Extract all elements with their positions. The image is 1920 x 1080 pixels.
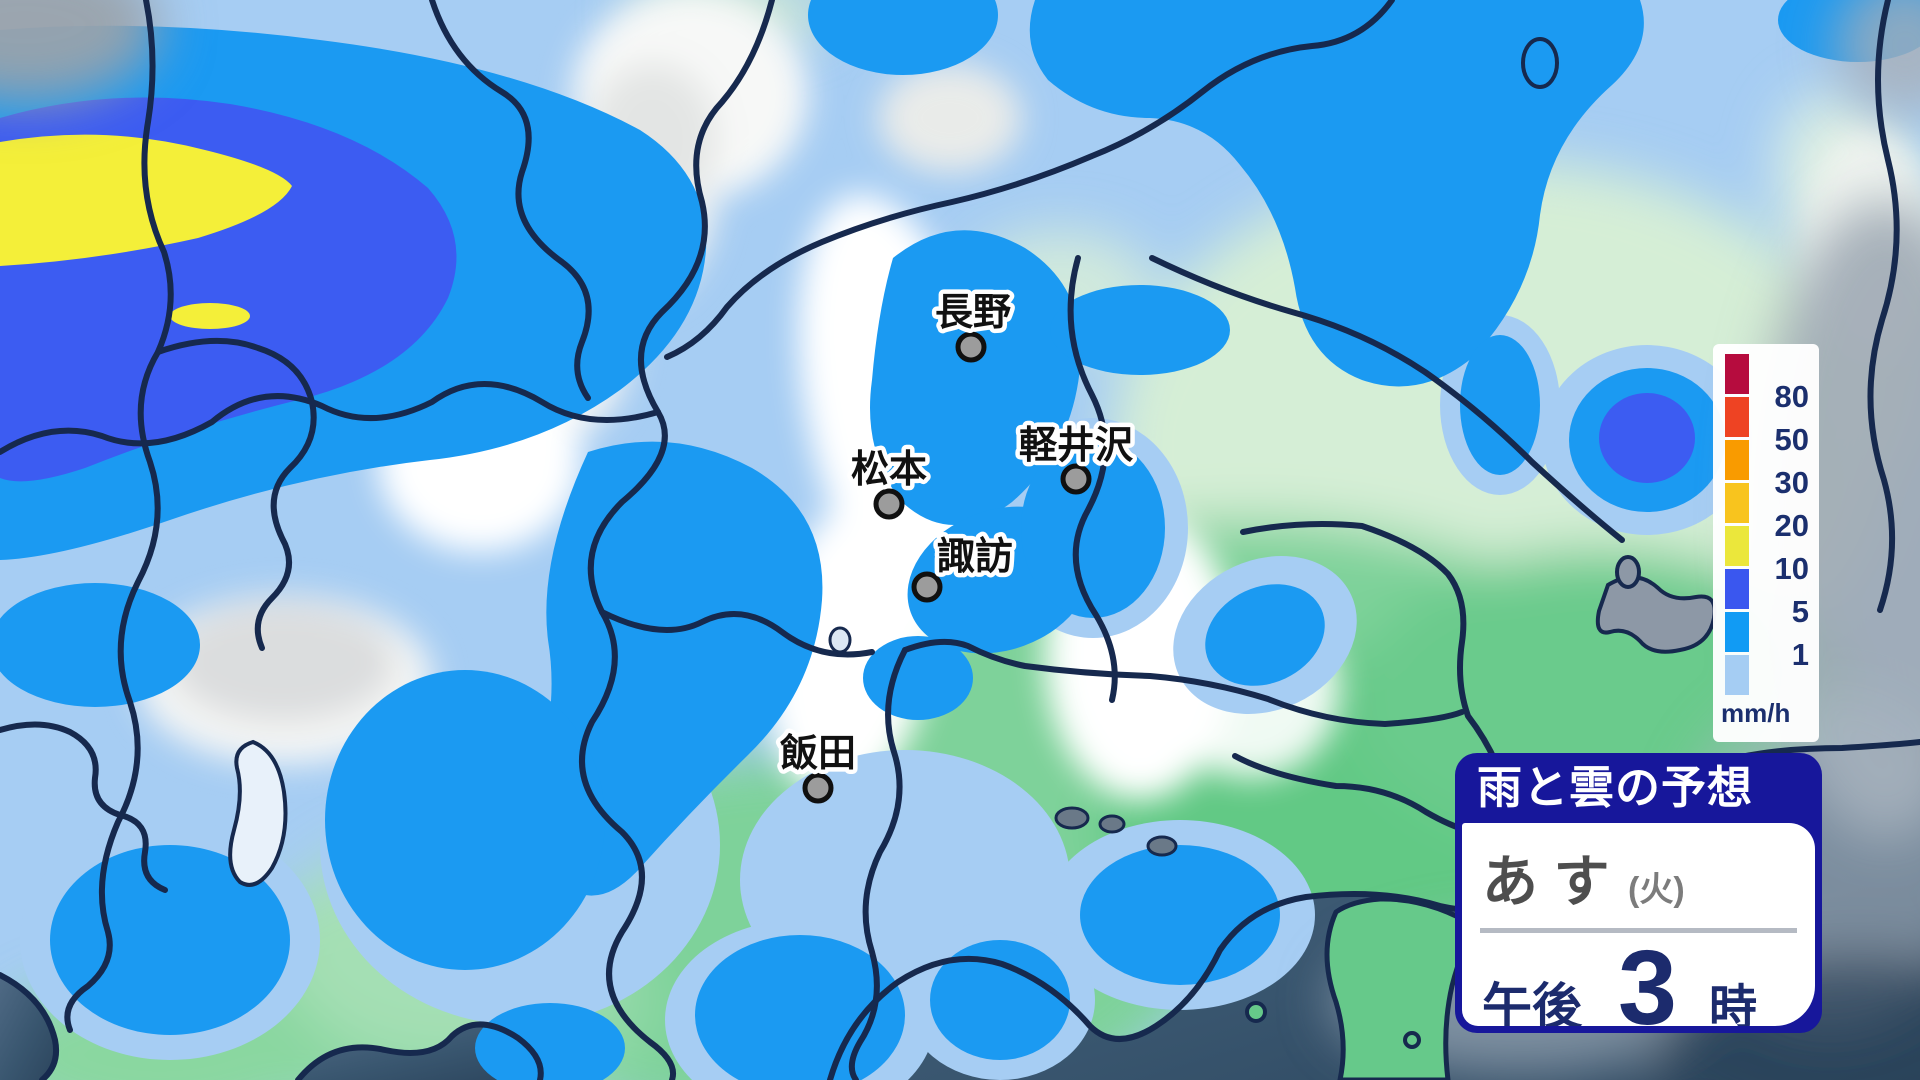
city-karuizawa: 軽井沢 <box>1014 421 1138 495</box>
precipitation-legend: 80 50 30 20 10 5 1 mm/h <box>1713 344 1819 742</box>
legend-threshold: 20 <box>1774 508 1809 543</box>
forecast-day: あ す <box>1482 850 1610 913</box>
lake-nojiri <box>1521 37 1559 89</box>
legend-swatch-1-5 <box>1725 612 1749 652</box>
city-label: 長野 <box>935 292 1011 334</box>
city-marker <box>955 331 987 363</box>
legend-threshold: 5 <box>1791 594 1809 629</box>
forecast-time-row: 午後 3 時 <box>1482 935 1815 1026</box>
city-marker <box>1060 463 1092 495</box>
legend-swatch-30-50 <box>1725 440 1749 480</box>
city-iida: 飯田 <box>775 729 861 804</box>
legend-threshold: 10 <box>1774 551 1809 586</box>
legend-threshold: 50 <box>1774 422 1809 457</box>
city-nagano: 長野 <box>930 288 1016 363</box>
panel-title: 雨と雲の予想 <box>1477 762 1754 813</box>
lake-gray <box>1595 575 1717 654</box>
lake-arm <box>1615 555 1641 589</box>
panel-divider <box>1480 928 1797 933</box>
fuji-lake-1 <box>1054 806 1090 830</box>
city-label: 軽井沢 <box>1019 425 1133 467</box>
lake-suwa <box>828 626 852 654</box>
forecast-hour: 3 <box>1618 929 1677 1026</box>
forecast-day-row: あ す (火) <box>1482 837 1815 918</box>
city-label: 松本 <box>851 449 927 491</box>
city-marker <box>873 488 905 520</box>
city-label: 飯田 <box>780 733 856 775</box>
legend-swatch-10-20 <box>1725 526 1749 566</box>
lakes <box>228 37 1717 887</box>
panel-body: あ す (火) 午後 3 時 <box>1462 823 1815 1026</box>
legend-unit: mm/h <box>1721 698 1791 728</box>
coastal-land <box>1245 896 1481 1080</box>
legend-swatch-under1 <box>1725 655 1749 695</box>
city-marker <box>802 772 834 804</box>
fuji-lake-2 <box>1098 814 1126 834</box>
fuji-lake-3 <box>1146 835 1178 857</box>
legend-threshold: 80 <box>1774 379 1809 414</box>
city-marker <box>911 571 943 603</box>
legend-swatch-5-10 <box>1725 569 1749 609</box>
legend-swatch-80plus <box>1725 354 1749 394</box>
legend-threshold: 30 <box>1774 465 1809 500</box>
legend-swatch-20-30 <box>1725 483 1749 523</box>
city-matsumoto: 松本 <box>846 445 932 520</box>
lake-biwa <box>228 739 288 887</box>
legend-threshold: 1 <box>1791 637 1809 672</box>
cities-layer: 長野 松本 軽井沢 諏訪 飯田 <box>775 288 1138 804</box>
forecast-weekday: (火) <box>1628 871 1685 909</box>
legend-swatch-50-80 <box>1725 397 1749 437</box>
forecast-hour-unit: 時 <box>1708 982 1757 1026</box>
forecast-period: 午後 <box>1482 979 1582 1026</box>
city-suwa: 諏訪 <box>911 532 1018 603</box>
city-label: 諏訪 <box>937 536 1013 578</box>
forecast-panel: 雨と雲の予想 あ す (火) 午後 3 時 <box>1455 753 1822 1033</box>
